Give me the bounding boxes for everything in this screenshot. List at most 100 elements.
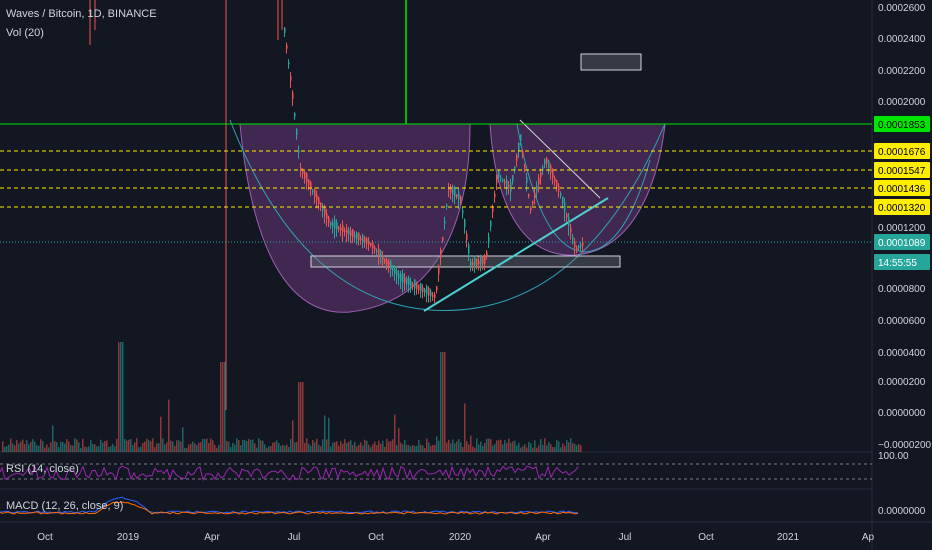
volume-bar xyxy=(422,445,424,452)
volume-bar xyxy=(304,443,306,452)
candle-body xyxy=(312,190,314,193)
volume-bar xyxy=(126,440,128,452)
rsi-legend[interactable]: RSI (14, close) xyxy=(6,463,79,475)
volume-bar xyxy=(158,443,160,452)
price-tick: 0.0002200 xyxy=(878,66,926,77)
volume-bar xyxy=(120,342,122,452)
volume-bar xyxy=(152,438,154,452)
candle-body xyxy=(374,247,376,251)
candle-body xyxy=(306,173,308,183)
volume-bar xyxy=(392,439,394,452)
volume-bar xyxy=(388,441,390,452)
volume-bar xyxy=(510,442,512,452)
candle-body xyxy=(384,259,386,262)
volume-bar xyxy=(404,439,406,452)
candle-body xyxy=(482,255,484,264)
volume-bar xyxy=(282,444,284,452)
candle-body xyxy=(448,186,450,191)
time-tick: 2020 xyxy=(449,532,472,543)
volume-bar xyxy=(278,442,280,452)
volume-bar xyxy=(28,444,30,452)
macd-legend[interactable]: MACD (12, 26, close, 9) xyxy=(6,500,124,512)
candle-body xyxy=(370,242,372,246)
volume-bar xyxy=(414,446,416,452)
volume-bar xyxy=(434,444,436,452)
volume-bar xyxy=(88,446,90,452)
price-tick: 0.0000600 xyxy=(878,316,926,327)
volume-bar xyxy=(320,446,322,452)
candle-body xyxy=(544,159,546,165)
cup-and-handle-drawing[interactable] xyxy=(229,53,666,313)
candle-body xyxy=(520,134,522,142)
candle-body xyxy=(308,179,310,186)
candle-body xyxy=(290,76,292,81)
volume-bar xyxy=(570,438,572,452)
candle-body xyxy=(372,242,374,249)
volume-bar xyxy=(186,447,188,452)
candle-body xyxy=(434,294,436,299)
time-axis[interactable]: Oct 2019 Apr Jul Oct 2020 Apr Jul Oct 2021 Ap xyxy=(37,532,874,543)
candle-body xyxy=(566,214,568,218)
volume-bar xyxy=(566,440,568,452)
volume-bar xyxy=(194,443,196,452)
candle-body xyxy=(532,201,534,204)
time-tick: Oct xyxy=(368,532,384,543)
volume-bar xyxy=(8,444,10,452)
symbol-legend[interactable]: Waves / Bitcoin, 1D, BINANCE xyxy=(6,8,157,20)
volume-bar xyxy=(376,445,378,452)
time-tick: Apr xyxy=(535,532,551,543)
candle-body xyxy=(546,157,548,164)
candle-body xyxy=(296,129,298,135)
candle-body xyxy=(508,185,510,189)
volume-bar xyxy=(340,441,342,452)
volume-bar xyxy=(402,444,404,452)
volume-bar xyxy=(22,439,24,452)
volume-bar xyxy=(498,440,500,452)
volume-bar xyxy=(188,444,190,452)
volume-bar xyxy=(286,444,288,452)
price-tag-label: 0.0001853 xyxy=(878,120,926,131)
volume-bar xyxy=(408,445,410,452)
volume-bar xyxy=(148,439,150,452)
candle-body xyxy=(446,204,448,207)
volume-bar xyxy=(190,443,192,452)
horizontal-levels[interactable] xyxy=(0,0,872,243)
candle-body xyxy=(530,207,532,211)
volume-bar xyxy=(558,441,560,452)
volume-bar xyxy=(310,445,312,452)
time-tick: Jul xyxy=(619,532,632,543)
volume-bar xyxy=(336,441,338,452)
volume-bar xyxy=(514,440,516,452)
volume-bar xyxy=(212,440,214,452)
volume-bar xyxy=(456,441,458,452)
volume-bar xyxy=(554,447,556,452)
candle-body xyxy=(342,225,344,233)
volume-bar xyxy=(480,441,482,452)
volume-bar xyxy=(494,444,496,452)
volume-bar xyxy=(238,439,240,452)
candle-body xyxy=(328,217,330,223)
volume-bar xyxy=(162,438,164,452)
volume-bar xyxy=(338,445,340,452)
volume-bar xyxy=(254,443,256,452)
volume-bar xyxy=(430,446,432,452)
volume-bar xyxy=(374,441,376,452)
candle-body xyxy=(490,220,492,227)
candle-body xyxy=(576,247,578,250)
volume-bar xyxy=(360,442,362,452)
volume-bar xyxy=(560,447,562,452)
volume-bar xyxy=(384,447,386,452)
volume-bar xyxy=(230,447,232,452)
price-axis[interactable]: 0.0002600 0.0002400 0.0002200 0.0002000 0.00… xyxy=(874,3,932,517)
volume-bar xyxy=(66,439,68,452)
volume-bar xyxy=(96,446,98,452)
volume-bar xyxy=(322,439,324,452)
candle-body xyxy=(350,230,352,236)
volume-legend[interactable]: Vol (20) xyxy=(6,27,44,39)
volume-bar xyxy=(112,443,114,452)
candle-body xyxy=(540,172,542,178)
time-tick: Oct xyxy=(37,532,53,543)
candle-body xyxy=(332,222,334,227)
volume-bar xyxy=(140,446,142,452)
